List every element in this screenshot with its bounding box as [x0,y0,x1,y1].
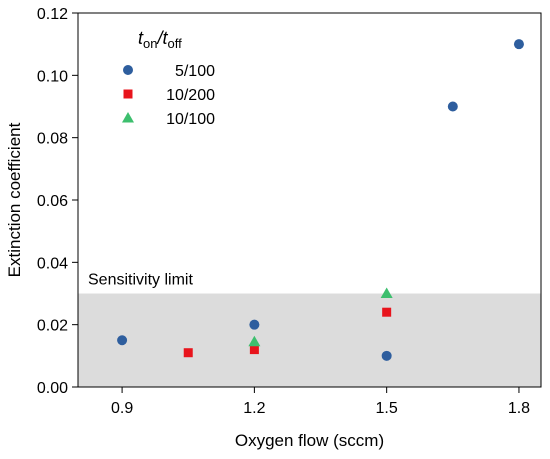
x-tick-label-0: 0.9 [111,400,133,417]
y-tick-label-3: 0.06 [37,193,68,210]
data-point-1-2 [382,307,392,317]
legend-label-0: 5/100 [175,63,215,80]
legend-marker-2 [122,112,134,123]
y-tick-label-4: 0.08 [37,131,68,148]
data-point-0-3 [447,101,458,112]
y-tick-label-5: 0.10 [37,68,68,85]
y-tick-label-1: 0.02 [37,318,68,335]
data-point-2-1 [380,287,393,298]
data-point-1-1 [249,345,259,355]
data-point-0-1 [249,319,260,330]
x-axis-title: Oxygen flow (sccm) [235,431,384,450]
legend-marker-1 [123,89,133,99]
x-tick-label-2: 1.5 [376,400,398,417]
y-tick-label-2: 0.04 [37,255,68,272]
data-point-1-0 [183,348,193,358]
sensitivity-limit-label: Sensitivity limit [88,272,193,289]
legend-title-sub-0: on [143,36,157,51]
data-point-0-4 [513,39,524,50]
data-point-0-2 [381,350,392,361]
legend-title-main-0: t [138,28,144,48]
legend-marker-0 [123,65,133,75]
legend-label-1: 10/200 [166,87,215,104]
legend-title: ton/toff [138,28,182,51]
legend-title-main-1: /t [155,28,168,48]
sensitivity-region [78,293,541,387]
x-tick-label-3: 1.8 [508,400,530,417]
data-point-0-0 [117,335,128,346]
legend-title-sub-1: off [168,36,183,51]
data-point-2-0 [248,335,261,347]
x-tick-label-1: 1.2 [243,400,265,417]
y-tick-label-6: 0.12 [37,6,68,23]
legend-label-2: 10/100 [166,111,215,128]
y-axis-title: Extinction coefficient [5,122,24,277]
y-tick-label-0: 0.00 [37,380,68,397]
